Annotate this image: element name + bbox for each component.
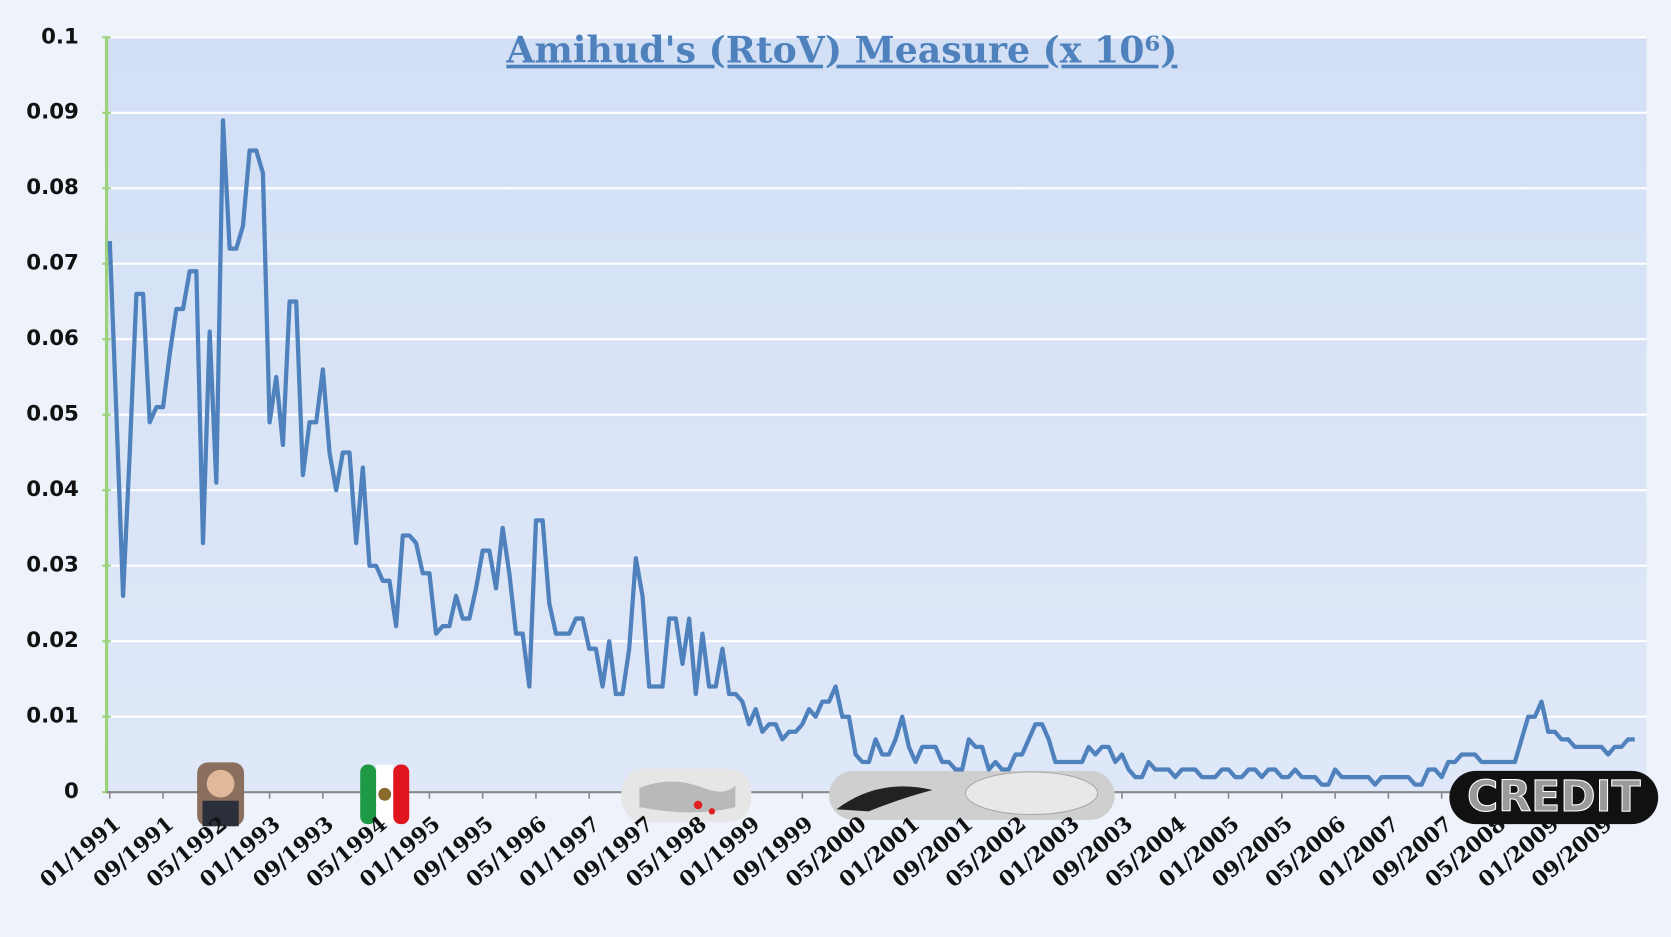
icon-map-dot bbox=[708, 808, 716, 815]
icon-map-land bbox=[639, 781, 736, 813]
event-icons: CREDIT bbox=[197, 762, 1659, 827]
icon-flag-emblem bbox=[378, 787, 392, 801]
chart-title: Amihud's (RtoV) Measure (x 10⁶) bbox=[505, 29, 1177, 72]
y-tick-label: 0.09 bbox=[26, 100, 79, 125]
y-tick-label: 0.08 bbox=[26, 175, 79, 200]
y-tick-label: 0.1 bbox=[41, 24, 79, 49]
y-tick-label: 0.07 bbox=[26, 251, 79, 276]
y-tick-label: 0.05 bbox=[26, 402, 79, 427]
y-tick-label: 0 bbox=[64, 779, 79, 804]
icon-credit bbox=[1449, 770, 1659, 825]
icon-portrait-suit bbox=[202, 800, 239, 827]
annotation: CREDIT bbox=[1467, 772, 1640, 822]
icon-flag-red bbox=[393, 764, 410, 825]
y-tick-label: 0.03 bbox=[26, 553, 79, 578]
y-tick-label: 0.04 bbox=[26, 477, 79, 502]
icon-coin bbox=[964, 771, 1099, 816]
data-line bbox=[107, 118, 1635, 787]
icon-hand bbox=[836, 786, 933, 812]
icon-flag-green bbox=[360, 764, 377, 825]
y-tick-label: 0.01 bbox=[26, 704, 79, 729]
icon-map-dot bbox=[693, 800, 703, 810]
icon-portrait-face bbox=[206, 769, 235, 798]
y-tick-label: 0.06 bbox=[26, 326, 79, 351]
y-tick-label: 0.02 bbox=[26, 628, 79, 653]
